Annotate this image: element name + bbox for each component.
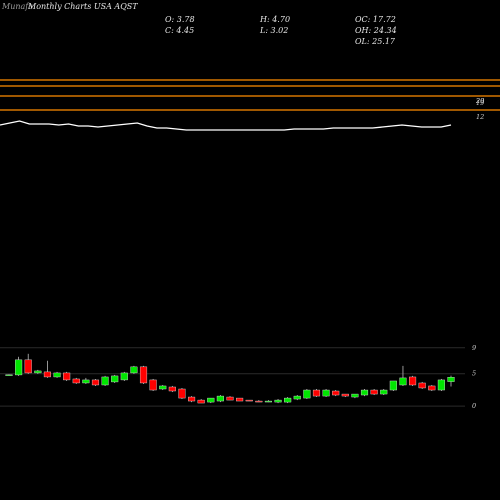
- chart-title: Monthly Charts USA AQST: [27, 2, 138, 11]
- y-tick-label: 12: [476, 113, 484, 121]
- candle-body: [188, 396, 196, 402]
- candle-body: [399, 377, 407, 386]
- candle-body: [274, 399, 282, 403]
- candle-body: [380, 389, 388, 395]
- candle-body: [312, 389, 321, 397]
- candle-body: [284, 397, 292, 403]
- candle-body: [197, 399, 205, 404]
- info-low: L: 3.02: [259, 26, 288, 35]
- indicator-line: [0, 120, 452, 131]
- candle-body: [159, 385, 167, 390]
- candle-body: [111, 375, 119, 383]
- candle-body: [130, 366, 138, 374]
- info-close: C: 4.45: [165, 26, 194, 35]
- y-tick-label: 5: [472, 370, 476, 378]
- candle-body: [72, 378, 80, 384]
- candle-body: [264, 400, 272, 403]
- candle-body: [15, 359, 23, 376]
- candle-body: [389, 380, 397, 391]
- y-tick-label: 20: [475, 97, 484, 105]
- info-ol: OL: 25.17: [355, 37, 396, 46]
- y-tick-label: 0: [472, 402, 476, 410]
- candle-body: [101, 376, 109, 386]
- candle-body: [418, 382, 426, 389]
- y-tick-label: 9: [472, 344, 476, 352]
- candle-body: [293, 395, 301, 400]
- candle-body: [34, 370, 42, 374]
- candle-body: [409, 376, 417, 386]
- candle-body: [341, 393, 349, 397]
- candle-body: [360, 389, 369, 396]
- candle-body: [24, 359, 32, 374]
- info-oh: OH: 24.34: [355, 26, 397, 35]
- info-high: H: 4.70: [259, 15, 290, 24]
- candle-body: [53, 372, 61, 378]
- candle-body: [216, 395, 224, 402]
- candle-body: [303, 389, 311, 399]
- candle-body: [370, 389, 378, 395]
- y-tick-label: 19: [476, 99, 484, 107]
- info-open: O: 3.78: [165, 15, 195, 24]
- candle-body: [120, 372, 128, 381]
- candle-body: [226, 396, 234, 401]
- candle-body: [332, 390, 340, 396]
- candle-body: [351, 393, 359, 398]
- y-tick-label: 20: [475, 97, 484, 105]
- candle-body: [255, 400, 263, 403]
- candle-body: [43, 371, 51, 378]
- candle-body: [178, 388, 186, 399]
- watermark: Munafa: [1, 2, 33, 11]
- candle-body: [322, 389, 330, 397]
- candle-body: [428, 385, 436, 391]
- candle-body: [82, 379, 90, 384]
- candle-body: [91, 379, 100, 386]
- info-oc: OC: 17.72: [355, 15, 396, 24]
- candle-body: [437, 379, 445, 391]
- candle-body: [207, 397, 215, 403]
- candle-body: [245, 399, 253, 402]
- candle-body: [5, 374, 13, 376]
- candle-body: [63, 372, 71, 381]
- candle-body: [236, 397, 244, 402]
- candle-body: [139, 366, 148, 384]
- candle-body: [149, 379, 157, 391]
- candle-body: [447, 377, 455, 382]
- candle-body: [168, 386, 176, 392]
